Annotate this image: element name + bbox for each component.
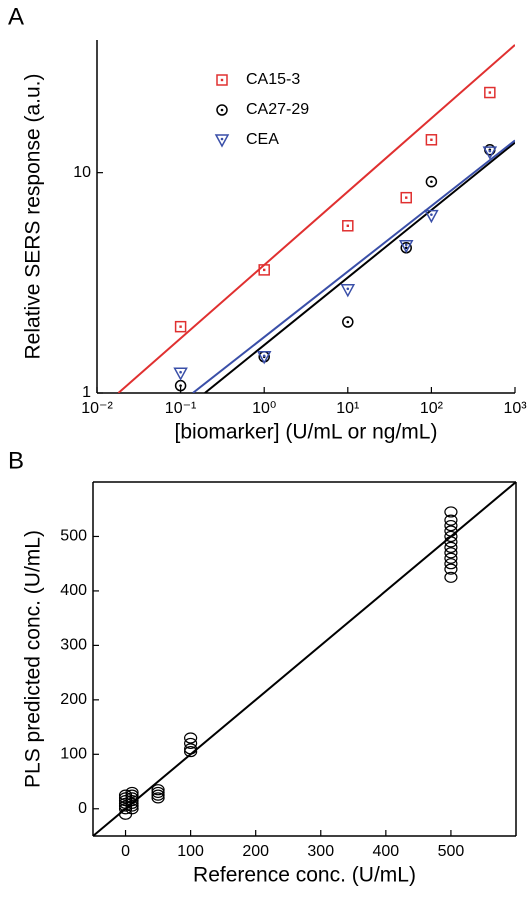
marker (425, 134, 438, 146)
marker (444, 558, 458, 570)
marker (184, 732, 198, 744)
y-axis-title: Relative SERS response (a.u.) (22, 74, 45, 360)
marker (484, 86, 496, 99)
y-tick-label: 200 (60, 691, 87, 708)
marker-dot (430, 213, 433, 216)
marker (444, 547, 458, 559)
marker (340, 284, 356, 298)
marker-dot (179, 370, 182, 374)
marker (444, 514, 458, 526)
marker-dot (346, 320, 350, 324)
marker (425, 175, 438, 188)
marker-dot (179, 384, 182, 387)
y-tick-label: 1 (82, 384, 91, 401)
x-tick-label: 10³ (503, 400, 527, 417)
marker (174, 320, 187, 333)
fit-line (93, 482, 516, 836)
x-tick-label: 10² (420, 400, 444, 417)
legend-marker (216, 74, 228, 86)
marker (444, 525, 458, 537)
marker (256, 351, 272, 365)
legend-marker (214, 134, 230, 148)
y-tick-label: 10 (73, 164, 91, 181)
marker (184, 737, 198, 750)
panel-label: B (8, 447, 24, 474)
marker (400, 191, 412, 204)
y-tick-label: 400 (60, 582, 87, 599)
marker (424, 209, 439, 224)
marker-dot (263, 268, 266, 272)
x-axis-title: [biomarker] (U/mL or ng/mL) (175, 421, 438, 444)
x-axis-title: Reference conc. (U/mL) (193, 864, 416, 887)
marker (444, 536, 458, 548)
marker-dot (346, 287, 350, 291)
fit-line (117, 44, 515, 393)
panel-label: A (8, 3, 24, 30)
marker (173, 367, 188, 381)
marker (444, 530, 458, 543)
x-tick-label: 10¹ (336, 400, 359, 417)
marker (444, 552, 458, 564)
x-tick-label: 500 (438, 843, 465, 860)
marker-dot (405, 196, 408, 199)
y-axis-title: PLS predicted conc. (U/mL) (22, 530, 45, 788)
x-tick-label: 300 (307, 843, 334, 860)
marker (125, 786, 139, 799)
marker (258, 264, 270, 276)
marker (184, 745, 198, 758)
marker-dot (179, 325, 182, 328)
marker (342, 220, 354, 232)
marker-dot (488, 149, 492, 153)
marker (444, 541, 458, 553)
x-tick-label: 400 (372, 843, 399, 860)
marker (151, 792, 165, 804)
marker (184, 743, 198, 755)
y-tick-label: 500 (60, 528, 87, 545)
fit-line (204, 141, 515, 393)
x-tick-label: 10⁰ (252, 400, 276, 417)
marker (151, 789, 165, 801)
legend-label: CEA (246, 131, 279, 148)
marker-dot (430, 138, 433, 141)
y-tick-label: 300 (60, 637, 87, 654)
marker (151, 784, 165, 796)
x-tick-label: 0 (121, 843, 130, 860)
marker-dot (430, 180, 433, 183)
marker (125, 789, 139, 801)
marker (125, 794, 139, 807)
marker-dot (404, 246, 408, 250)
marker (398, 239, 414, 254)
legend-label: CA15-3 (246, 71, 300, 88)
marker-dot (220, 137, 224, 141)
marker (125, 803, 139, 815)
legend-label: CA27-29 (246, 101, 309, 118)
marker (444, 563, 458, 575)
marker (444, 506, 458, 518)
y-tick-label: 100 (60, 746, 87, 763)
marker (125, 800, 139, 812)
marker (444, 571, 458, 583)
marker (151, 786, 165, 799)
fit-line (192, 139, 515, 393)
marker (444, 519, 458, 532)
x-tick-label: 10⁻² (81, 400, 113, 417)
marker (125, 792, 139, 804)
marker-dot (220, 108, 224, 112)
marker (342, 316, 354, 328)
x-tick-label: 10⁻¹ (165, 400, 197, 417)
marker-dot (346, 224, 349, 227)
y-tick-label: 0 (78, 800, 87, 817)
marker (125, 797, 139, 809)
legend-marker (216, 104, 228, 116)
marker-dot (488, 91, 492, 94)
x-tick-label: 100 (177, 843, 204, 860)
marker-dot (262, 354, 266, 358)
marker (482, 146, 498, 160)
marker-dot (220, 78, 224, 82)
x-tick-label: 200 (242, 843, 269, 860)
marker-dot (404, 243, 408, 247)
